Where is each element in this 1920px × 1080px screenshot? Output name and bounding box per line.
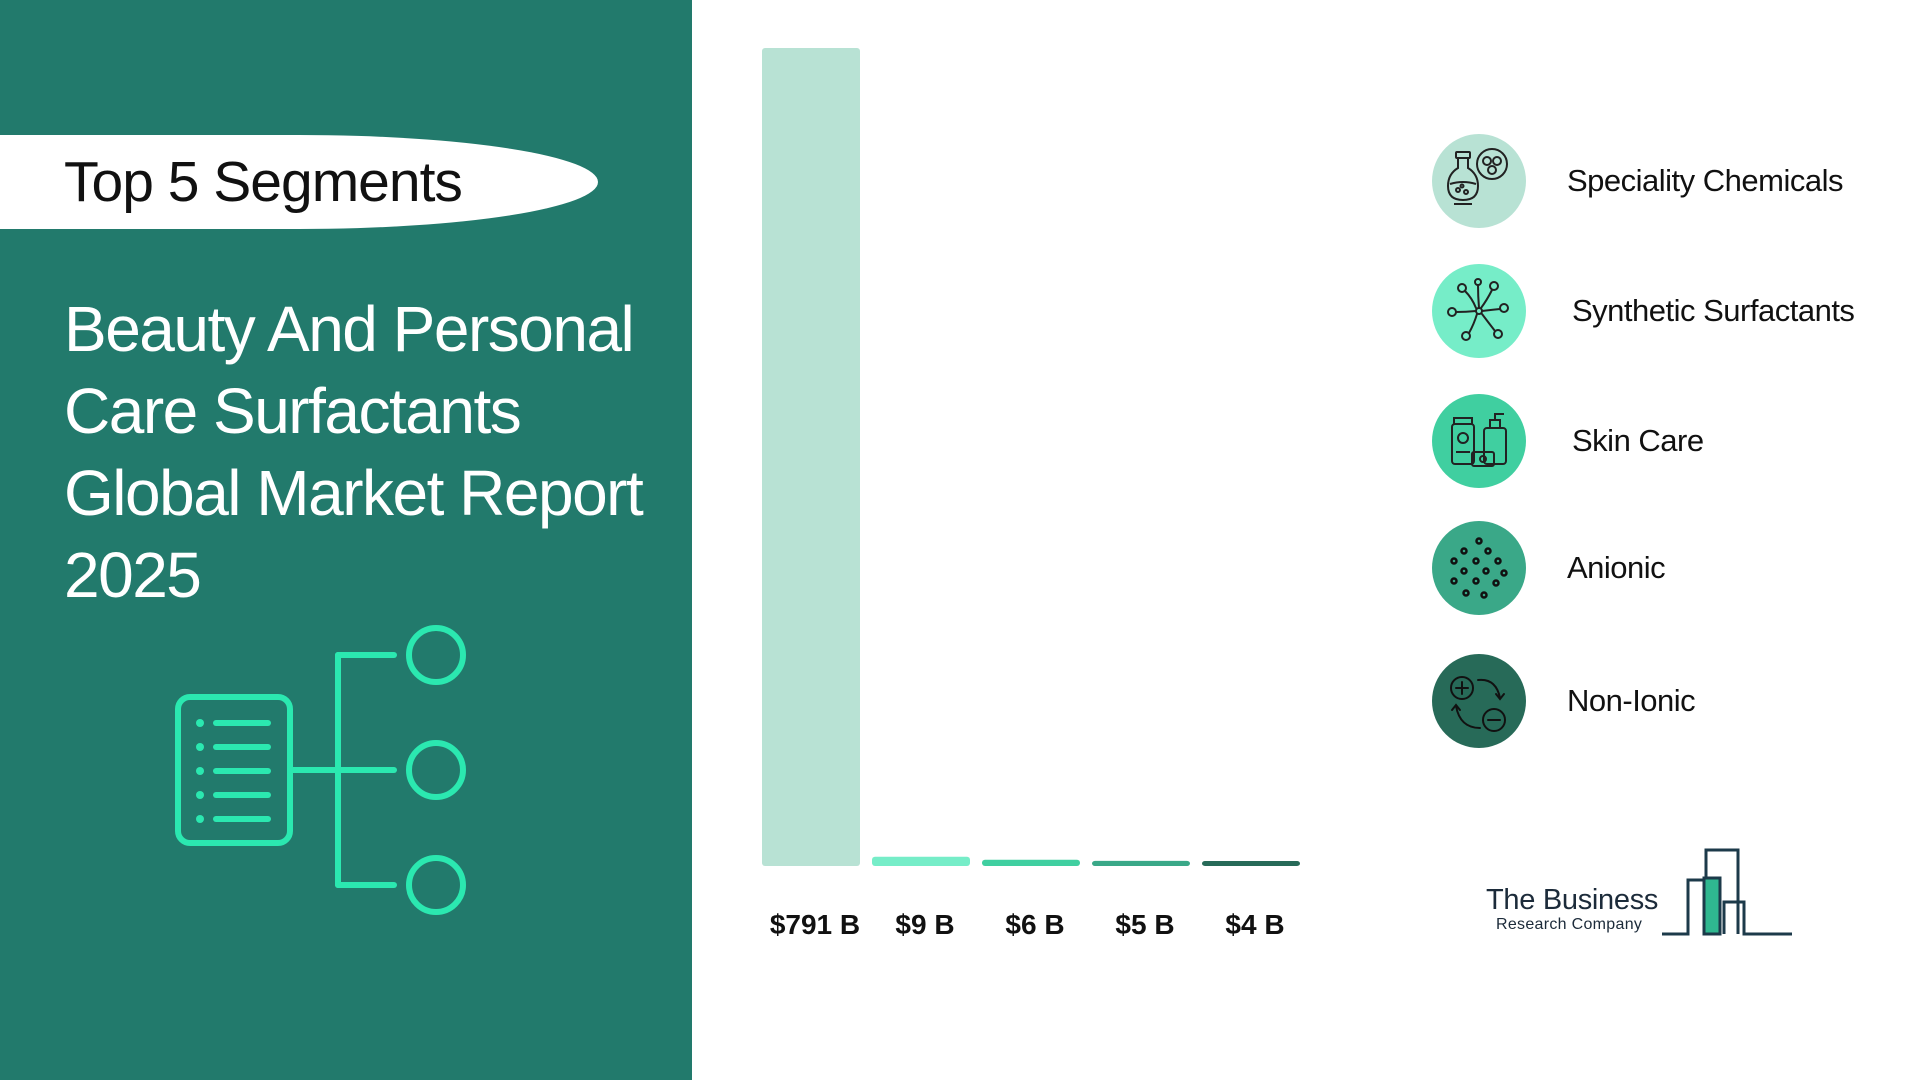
data-label: $6 B <box>1005 909 1064 940</box>
legend-label: Skin Care <box>1572 423 1704 458</box>
legend-item: Skin Care <box>1432 394 1912 488</box>
skincare-bottles-icon <box>1451 413 1507 467</box>
legend-label: Anionic <box>1567 550 1666 585</box>
left-panel: Top 5 Segments Beauty And Personal Care … <box>0 0 692 1080</box>
logo-subtitle: Research Company <box>1496 916 1643 933</box>
legend-label: Non-Ionic <box>1567 683 1696 718</box>
legend-swatch <box>1432 654 1526 748</box>
legend-label: Speciality Chemicals <box>1567 163 1844 198</box>
bar-non-ionic <box>1202 861 1300 866</box>
data-label: $5 B <box>1115 909 1174 940</box>
legend-swatch <box>1432 521 1526 615</box>
logo-bars-icon <box>1662 848 1792 936</box>
dots-icon <box>1450 537 1508 599</box>
bar-chart: $791 B $9 B $6 B $5 B $4 B <box>762 48 1300 940</box>
legend-item: Synthetic Surfactants <box>1432 264 1912 358</box>
legend-item: Speciality Chemicals <box>1432 134 1912 228</box>
data-label: $4 B <box>1225 909 1284 940</box>
logo-name: The Business <box>1486 884 1659 916</box>
bar-speciality-chemicals <box>762 48 860 866</box>
segments-pill: Top 5 Segments <box>0 135 598 229</box>
bar-synthetic-surfactants <box>872 856 970 866</box>
company-logo: The Business Research Company <box>1486 848 1796 944</box>
pill-title: Top 5 Segments <box>64 150 463 214</box>
legend-item: Non-Ionic <box>1432 654 1912 748</box>
surfactant-molecules-icon <box>1447 278 1509 341</box>
bar-skin-care <box>982 859 1080 866</box>
legend-label: Synthetic Surfactants <box>1572 293 1855 328</box>
report-title: Beauty And Personal Care Surfactants Glo… <box>64 293 644 611</box>
segment-tree-icon <box>175 625 466 915</box>
data-label: $791 B <box>770 909 860 940</box>
bar-anionic <box>1092 860 1190 866</box>
legend-swatch <box>1432 394 1526 488</box>
plus-minus-cycle-icon <box>1450 676 1506 732</box>
legend-swatch <box>1432 134 1526 228</box>
flask-molecule-icon <box>1446 148 1508 205</box>
legend-item: Anionic <box>1432 521 1912 615</box>
data-label: $9 B <box>895 909 954 940</box>
legend-swatch <box>1432 264 1526 358</box>
